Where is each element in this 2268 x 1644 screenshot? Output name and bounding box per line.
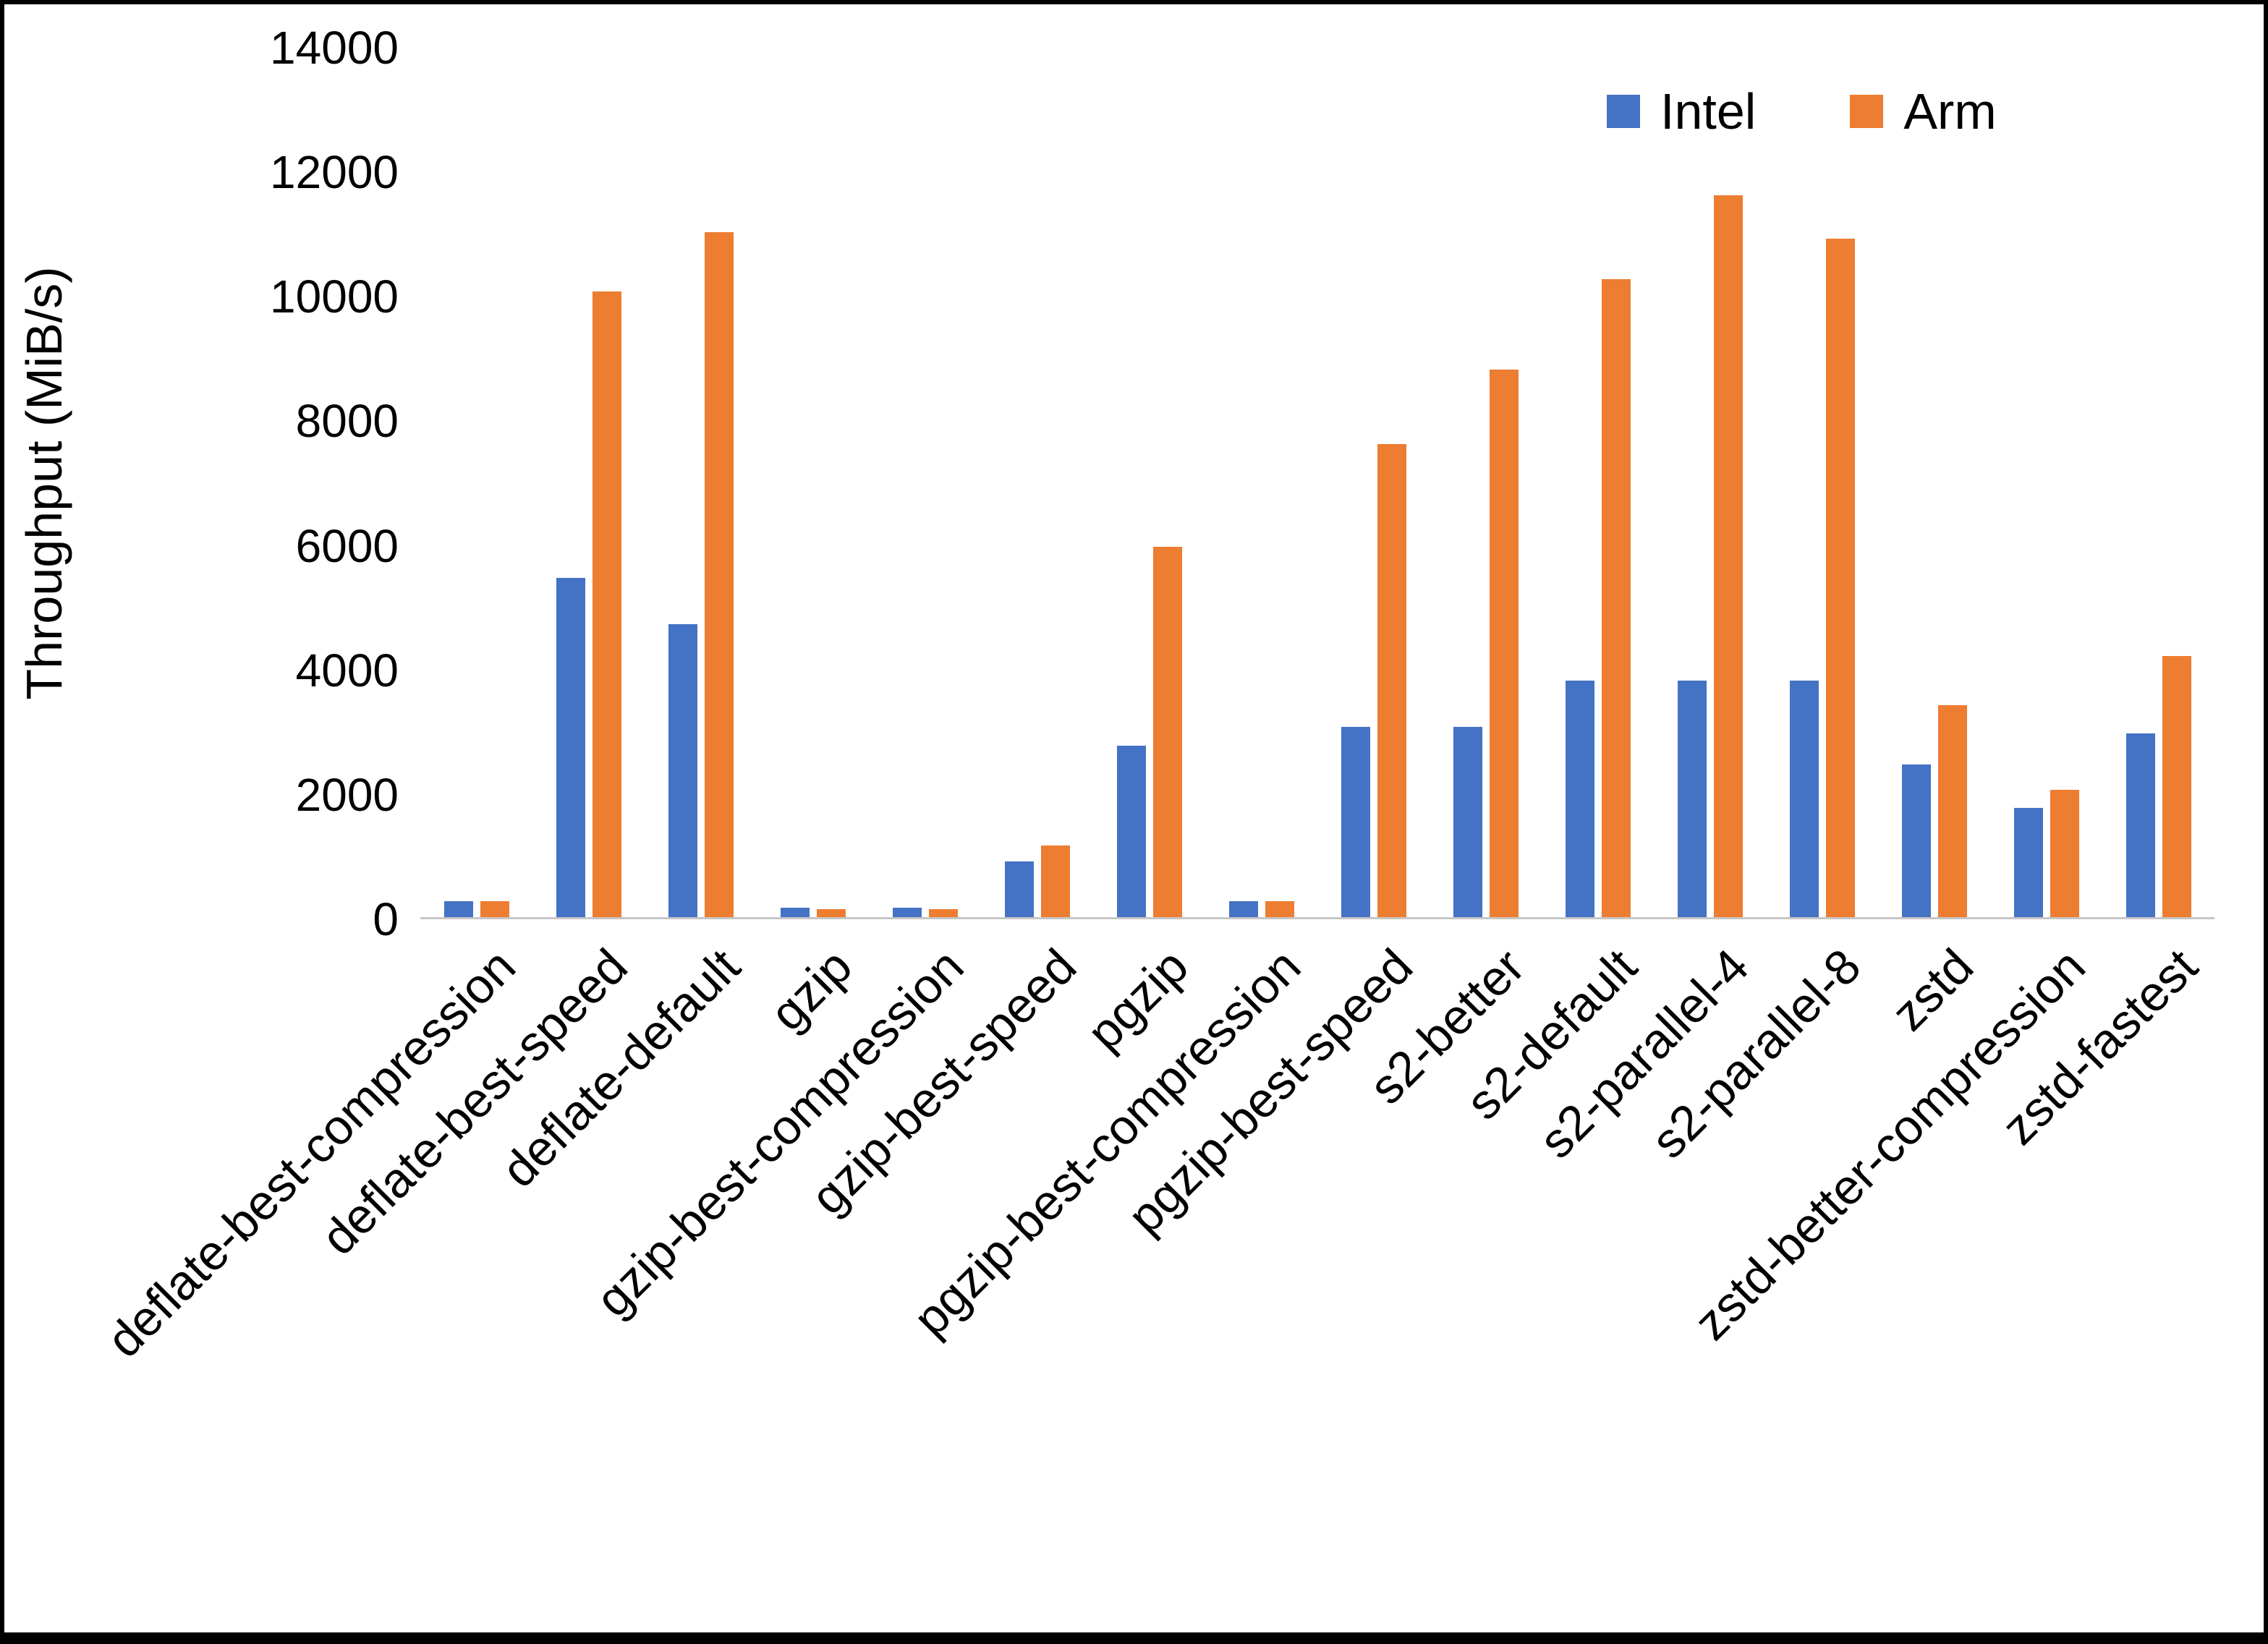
bar-arm-deflate-default — [704, 232, 734, 917]
y-tick-label: 12000 — [270, 146, 399, 199]
y-tick-label: 2000 — [295, 768, 399, 821]
bar-arm-pgzip — [1152, 546, 1182, 917]
bar-intel-pgzip-best-compression — [1228, 901, 1258, 917]
bar-intel-deflate-default — [668, 624, 697, 917]
bar-arm-pgzip-best-speed — [1377, 443, 1406, 917]
bar-intel-gzip-best-compression — [892, 908, 922, 917]
bar-intel-s2-parallel-4 — [1677, 680, 1707, 917]
bar-arm-gzip — [816, 908, 846, 917]
plot-area: Intel Arm — [420, 48, 2214, 919]
bar-intel-s2-default — [1565, 680, 1594, 917]
legend-item-arm: Arm — [1850, 82, 1997, 140]
bar-arm-pgzip-best-compression — [1265, 901, 1294, 917]
y-tick-label: 14000 — [270, 22, 399, 74]
bar-arm-s2-parallel-4 — [1713, 195, 1743, 917]
bar-intel-gzip — [780, 908, 810, 917]
bar-intel-zstd-better-compression — [2013, 808, 2043, 917]
bar-arm-zstd-better-compression — [2050, 789, 2079, 917]
bar-arm-gzip-best-compression — [928, 908, 958, 917]
y-tick-label: 0 — [373, 893, 399, 945]
y-tick-label: 8000 — [295, 395, 399, 448]
bar-arm-zstd — [1937, 705, 1967, 917]
bar-arm-deflate-best-compression — [480, 901, 509, 917]
legend-label: Intel — [1660, 83, 1757, 140]
bar-arm-deflate-best-speed — [592, 291, 621, 917]
bar-intel-pgzip-best-speed — [1341, 727, 1370, 917]
legend: Intel Arm — [1607, 82, 1997, 140]
y-tick-label: 10000 — [270, 271, 399, 323]
bar-intel-zstd — [1901, 764, 1931, 917]
bar-arm-gzip-best-speed — [1040, 846, 1070, 917]
y-tick-label: 4000 — [295, 644, 399, 697]
bar-intel-s2-parallel-8 — [1789, 680, 1819, 917]
bar-intel-deflate-best-compression — [443, 901, 473, 917]
y-axis-ticks: 0 2000 4000 6000 8000 10000 12000 14000 — [4, 4, 399, 1632]
bar-arm-s2-better — [1489, 369, 1519, 917]
y-tick-label: 6000 — [295, 519, 399, 572]
bar-intel-gzip-best-speed — [1004, 861, 1034, 917]
legend-swatch-arm — [1850, 95, 1884, 128]
legend-item-intel: Intel — [1607, 82, 1756, 140]
bar-arm-s2-default — [1601, 278, 1631, 917]
legend-swatch-intel — [1607, 95, 1640, 128]
bar-arm-zstd-fastest — [2162, 655, 2191, 917]
bar-intel-zstd-fastest — [2125, 733, 2155, 917]
legend-label: Arm — [1903, 83, 1997, 140]
bar-intel-deflate-best-speed — [556, 577, 585, 917]
bar-intel-pgzip — [1116, 746, 1146, 917]
bar-intel-s2-better — [1453, 727, 1482, 917]
bar-arm-s2-parallel-8 — [1825, 238, 1855, 917]
